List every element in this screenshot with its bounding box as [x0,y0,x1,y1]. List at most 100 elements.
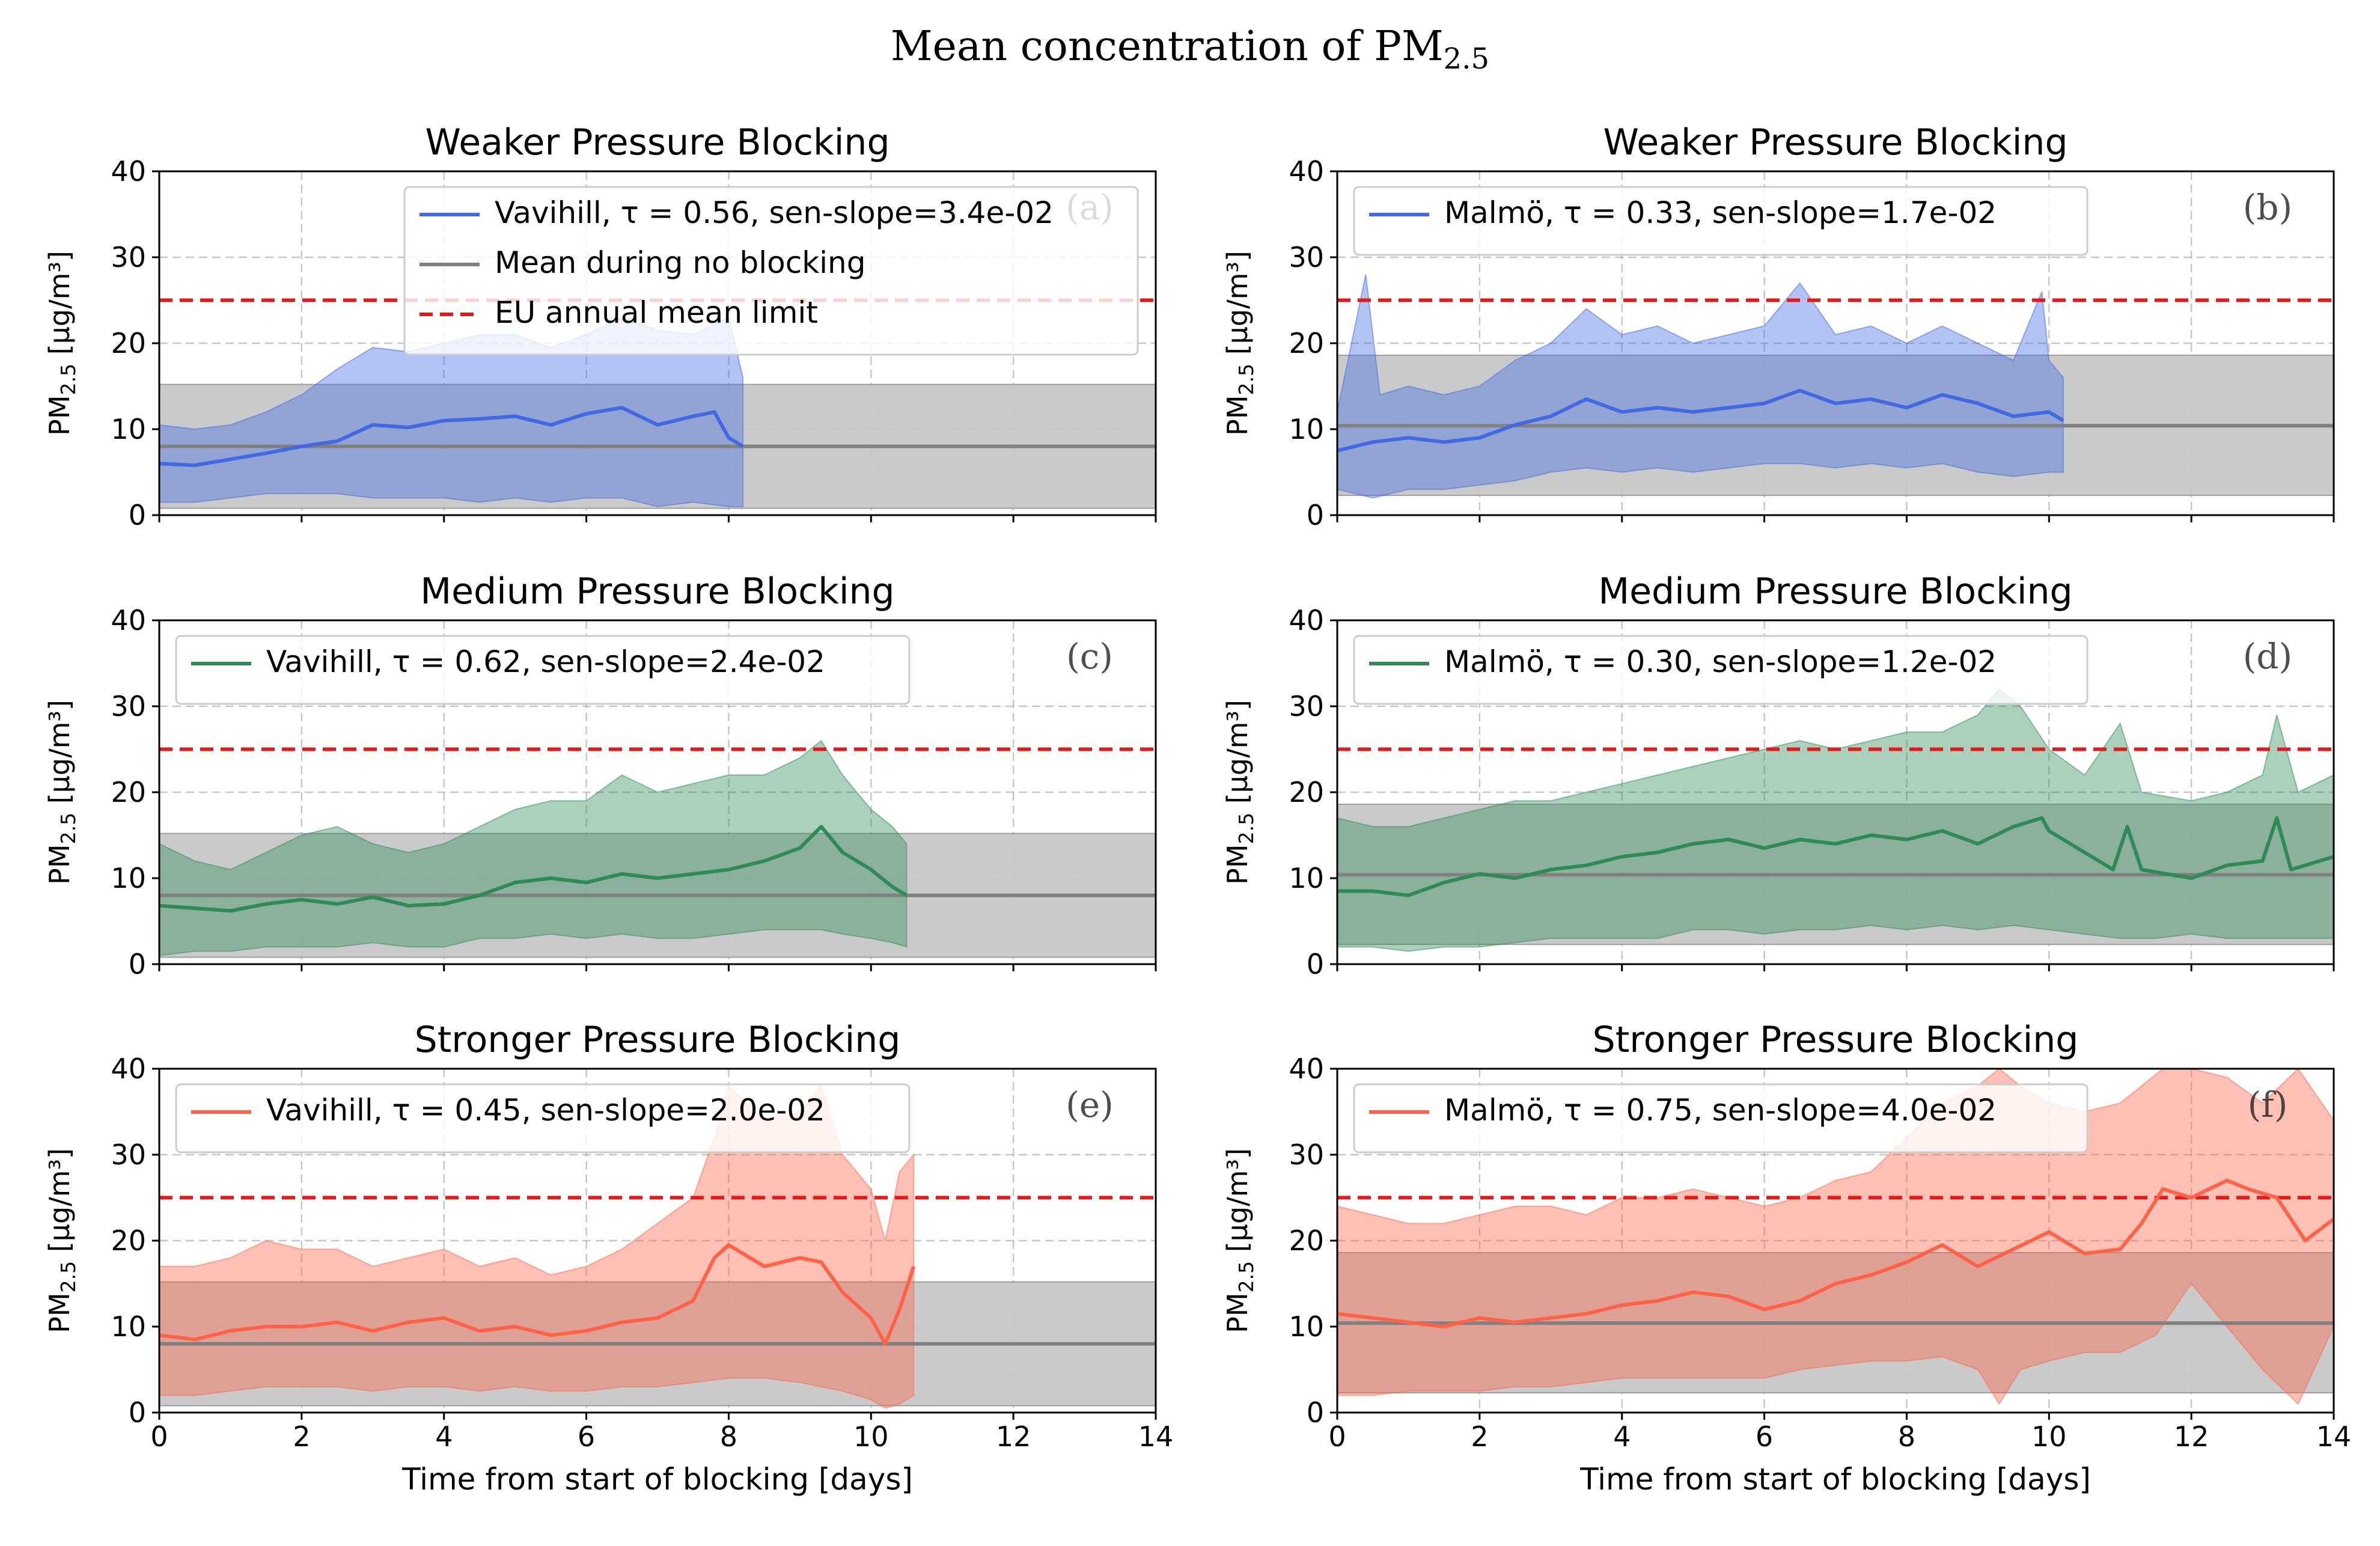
y-axis-label-unit: [µg/m³] [43,700,76,813]
y-axis-label-subscript: 2.5 [56,1261,80,1292]
panel-label: (c) [1066,636,1113,677]
y-tick-label: 10 [1289,1310,1324,1343]
x-tick-label: 0 [1328,1420,1346,1453]
x-tick-label: 12 [996,1420,1031,1453]
y-tick-label: 0 [129,499,146,531]
x-axis-label: Time from start of blocking [days] [1579,1462,2091,1497]
x-tick-label: 6 [1756,1420,1773,1453]
y-axis-label-unit: [µg/m³] [1221,1148,1254,1261]
series-range-band [159,316,744,507]
panel-label: (e) [1066,1084,1114,1125]
legend-label-series: Malmö, τ = 0.30, sen-slope=1.2e-02 [1444,644,1997,679]
figure-title-main: Mean concentration of PM [891,23,1444,70]
legend-label-limit: EU annual mean limit [495,295,818,330]
legend-label-series: Malmö, τ = 0.33, sen-slope=1.7e-02 [1444,195,1997,230]
y-axis-label-subscript: 2.5 [1234,1261,1258,1292]
x-tick-label: 8 [1898,1420,1915,1453]
panel-title: Weaker Pressure Blocking [425,121,889,163]
y-axis-label: PM2.5 [µg/m³] [43,700,80,885]
y-tick-label: 40 [111,155,146,188]
y-tick-label: 0 [1307,948,1324,980]
x-tick-label: 6 [578,1420,595,1453]
y-axis-label-unit: [µg/m³] [1221,700,1254,813]
x-tick-label: 10 [853,1420,889,1453]
x-tick-label: 0 [150,1420,168,1453]
y-tick-label: 30 [111,690,146,723]
y-axis-label: PM2.5 [µg/m³] [1221,1148,1258,1333]
chart-panel-e: 0 2 4 6 8 10 12 14 0 10 20 30 40 PM2.5 [µg/m³] Time fr… [43,1019,1173,1497]
panel-title: Stronger Pressure Blocking [1593,1019,2079,1061]
panel-title: Weaker Pressure Blocking [1603,121,2067,163]
y-tick-label: 20 [1289,776,1324,808]
legend-label-mean: Mean during no blocking [495,245,865,280]
y-axis-label: PM2.5 [µg/m³] [1221,251,1258,436]
x-axis-label: Time from start of blocking [days] [401,1462,913,1497]
x-tick-label: 2 [293,1420,310,1453]
plot-area [159,1069,1156,1413]
series-line [1337,388,2064,453]
y-axis-label-main: PM [43,395,76,435]
y-axis-label-main: PM [1221,1292,1254,1333]
legend-box [175,1083,911,1153]
y-axis-label-subscript: 2.5 [1234,813,1258,844]
chart-panel-c: 0 10 20 30 40 PM2.5 [µg/m³] Medium Pressure Bl… [43,570,1157,980]
chart-panel-b: 0 10 20 30 40 PM2.5 [µg/m³] Weaker Pressure Bl… [1221,121,2335,531]
y-axis-label-subscript: 2.5 [1234,364,1258,395]
legend-box [1353,1083,2089,1153]
y-axis-label-main: PM [1221,395,1254,435]
y-axis-label-unit: [µg/m³] [43,251,76,364]
legend-label-series: Vavihill, τ = 0.45, sen-slope=2.0e-02 [266,1093,825,1128]
y-tick-label: 20 [1289,1224,1324,1257]
y-axis-label: PM2.5 [µg/m³] [43,1148,80,1333]
series-line [1337,816,2334,897]
y-tick-label: 40 [1289,1053,1324,1085]
x-tick-label: 8 [720,1420,737,1453]
legend-label-series: Malmö, τ = 0.75, sen-slope=4.0e-02 [1444,1093,1997,1128]
legend-box [403,186,1139,356]
x-tick-label: 4 [1613,1420,1631,1453]
y-axis-label-subscript: 2.5 [56,364,80,395]
series-line [159,825,908,913]
legend-box [1353,635,2089,705]
panel-title: Stronger Pressure Blocking [415,1019,901,1061]
y-axis-label-subscript: 2.5 [56,813,80,844]
plot-area [159,620,1156,964]
panel-label: (d) [2243,636,2292,677]
y-axis-label: PM2.5 [µg/m³] [43,251,80,436]
x-tick-label: 4 [435,1420,453,1453]
chart-panel-f: 0 2 4 6 8 10 12 14 0 10 20 30 40 PM2.5 [µg/m³] Time fr… [1221,1019,2351,1497]
y-tick-label: 0 [129,1396,146,1429]
series-range-band [1337,274,2064,499]
y-tick-label: 10 [1289,862,1324,894]
y-tick-label: 40 [111,1053,146,1085]
y-tick-label: 30 [1289,1138,1324,1171]
y-tick-label: 20 [111,327,146,359]
legend-label-series: Vavihill, τ = 0.56, sen-slope=3.4e-02 [495,195,1054,230]
series-line [159,1243,916,1346]
panel-label: (f) [2248,1084,2288,1125]
legend-box [1353,186,2089,256]
series-line [159,406,744,468]
y-axis-label-unit: [µg/m³] [43,1148,76,1261]
series-range-band [159,1084,915,1409]
y-tick-label: 10 [111,413,146,445]
y-tick-label: 40 [1289,155,1324,188]
figure-title-subscript: 2.5 [1444,42,1489,76]
panel-title: Medium Pressure Blocking [420,570,894,613]
legend-label-series: Vavihill, τ = 0.62, sen-slope=2.4e-02 [266,644,825,679]
y-axis-label-unit: [µg/m³] [1221,251,1254,364]
y-tick-label: 0 [1307,499,1324,531]
y-tick-label: 10 [111,1310,146,1343]
y-tick-label: 10 [111,862,146,894]
y-tick-label: 20 [111,1224,146,1257]
y-tick-label: 30 [111,1138,146,1171]
legend-box [175,635,911,705]
y-axis-label-main: PM [43,844,76,884]
plot-area [1337,171,2334,515]
x-tick-label: 14 [2316,1420,2352,1453]
y-axis-label-main: PM [43,1292,76,1333]
y-axis-label: PM2.5 [µg/m³] [1221,700,1258,885]
x-tick-label: 2 [1471,1420,1488,1453]
